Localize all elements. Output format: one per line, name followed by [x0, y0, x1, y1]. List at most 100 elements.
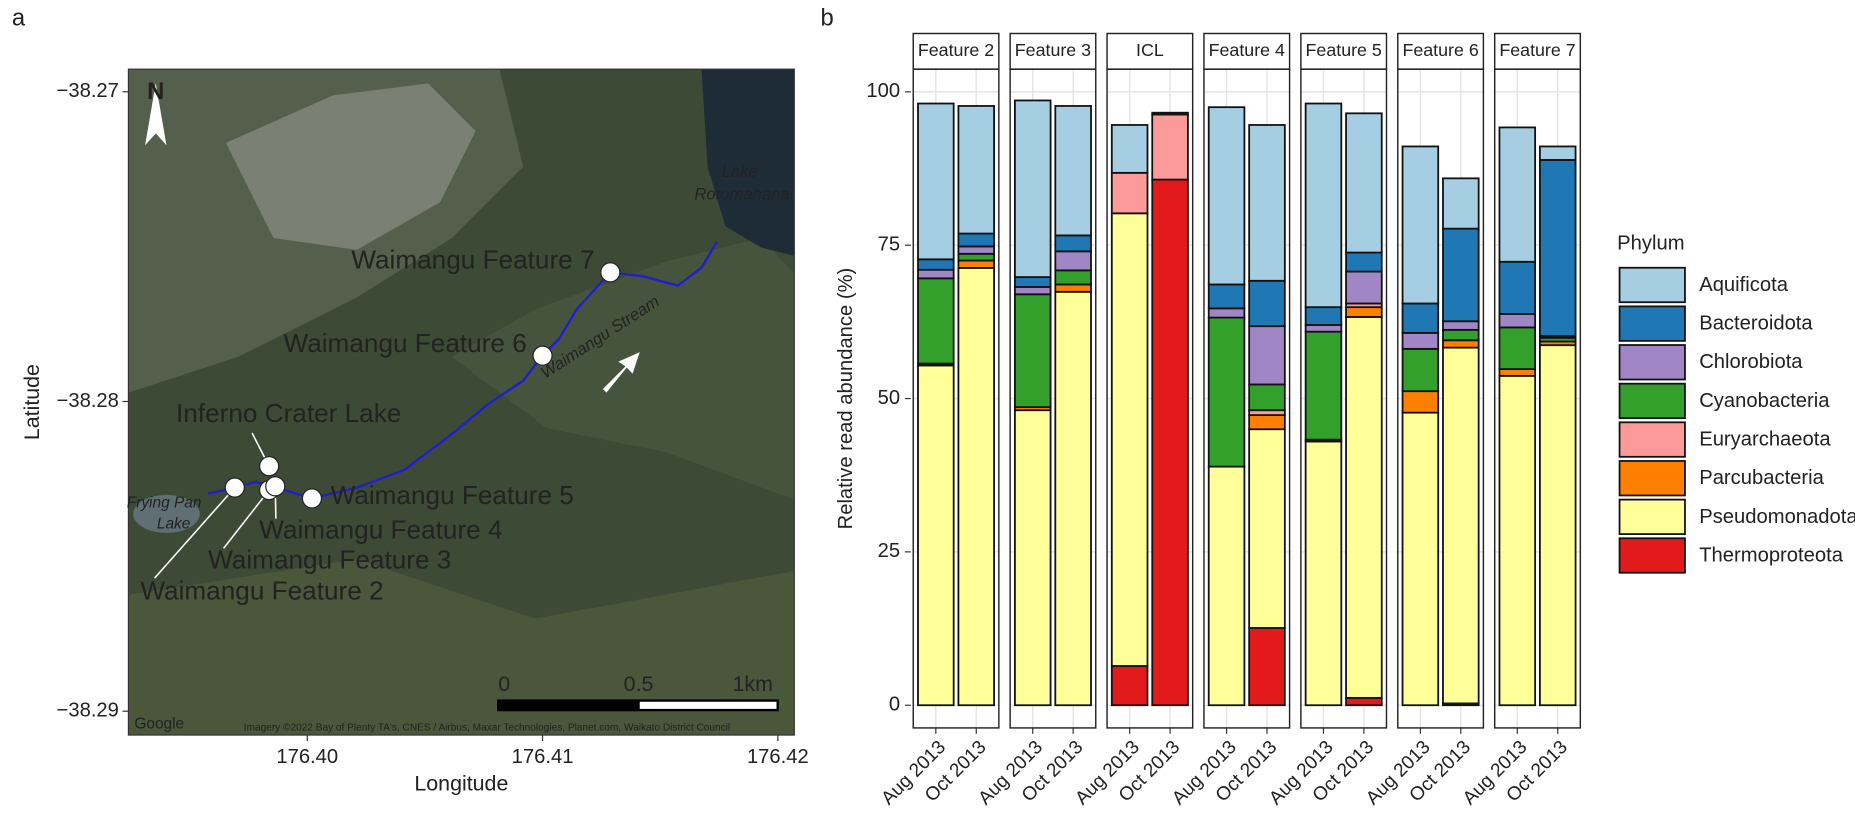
bar-segment — [958, 261, 994, 268]
site-label: Inferno Crater Lake — [176, 398, 401, 428]
bar-segment — [1249, 125, 1285, 281]
credit: Google — [134, 715, 184, 732]
bar-segment — [918, 259, 954, 269]
x-axis-title: Longitude — [414, 772, 508, 796]
bar-segment — [1403, 349, 1439, 391]
bar-segment — [958, 106, 994, 234]
legend-label: Cyanobacteria — [1699, 390, 1830, 412]
bar-segment — [958, 234, 994, 247]
bar-segment — [1055, 106, 1091, 235]
y-tick-label: 0 — [889, 694, 900, 716]
site-marker — [225, 478, 244, 497]
figure: aLongitudeLatitude176.40176.41176.42−38.… — [0, 0, 1855, 828]
facet-title: Feature 2 — [918, 40, 994, 60]
bar-segment — [1540, 345, 1576, 705]
bar-segment — [1249, 326, 1285, 384]
bar-segment — [1443, 178, 1479, 228]
legend-key — [1620, 461, 1685, 495]
bar-segment — [1249, 384, 1285, 410]
bar-segment — [958, 254, 994, 261]
site-label: Waimangu Feature 2 — [140, 575, 383, 605]
legend-key — [1620, 500, 1685, 534]
bar-segment — [1112, 666, 1148, 705]
panel-label: b — [820, 4, 833, 31]
bar-segment — [1249, 429, 1285, 628]
y-axis-title: Latitude — [20, 364, 44, 440]
scale-bar — [640, 702, 777, 709]
bar-segment — [1209, 467, 1245, 706]
bar-segment — [1443, 348, 1479, 704]
bar-segment — [1055, 235, 1091, 251]
bar-segment — [1499, 127, 1535, 261]
y-tick-label: 100 — [866, 80, 900, 102]
bar-segment — [1499, 376, 1535, 705]
bar-segment — [1306, 441, 1342, 705]
bar-segment — [1403, 303, 1439, 332]
legend-key — [1620, 384, 1685, 418]
facet-title: ICL — [1136, 40, 1164, 60]
scale-label: 0 — [498, 672, 510, 696]
site-label: Waimangu Feature 5 — [331, 480, 574, 510]
y-tick-label: −38.29 — [57, 700, 119, 722]
bar-segment — [1346, 253, 1382, 272]
y-tick-label: 25 — [878, 540, 900, 562]
bar-segment — [958, 246, 994, 253]
y-tick-label: −38.27 — [57, 80, 119, 102]
bar-segment — [1499, 327, 1535, 369]
legend-label: Parcubacteria — [1699, 467, 1824, 489]
scale-label: 1km — [732, 672, 772, 696]
bar-segment — [1346, 272, 1382, 304]
y-tick-label: 75 — [878, 234, 900, 256]
legend-label: Aquificota — [1699, 274, 1788, 296]
bar-segment — [1015, 294, 1051, 407]
legend-key — [1620, 345, 1685, 379]
bar-segment — [958, 268, 994, 705]
bar-segment — [1306, 332, 1342, 440]
legend-label: Chlorobiota — [1699, 351, 1803, 373]
bar-segment — [1055, 284, 1091, 291]
panel-label: a — [12, 4, 26, 31]
bar-segment — [1346, 307, 1382, 317]
legend-key — [1620, 422, 1685, 456]
y-tick-label: 50 — [878, 387, 900, 409]
bar-segment — [1152, 113, 1188, 115]
site-marker — [260, 457, 279, 476]
bar-segment — [1112, 125, 1148, 173]
bar-segment — [1112, 213, 1148, 666]
bar-segment — [1443, 229, 1479, 322]
bar-segment — [918, 365, 954, 705]
place-label: Rotomahana — [694, 185, 789, 204]
legend-key — [1620, 268, 1685, 302]
bar-segment — [1112, 173, 1148, 213]
bar-segment — [1209, 107, 1245, 284]
site-label: Waimangu Feature 6 — [283, 328, 526, 358]
site-marker — [601, 263, 620, 282]
bar-segment — [1152, 180, 1188, 706]
bar-segment — [1346, 317, 1382, 698]
bar-segment — [1249, 415, 1285, 429]
bar-segment — [1015, 100, 1051, 277]
bar-segment — [1209, 318, 1245, 467]
bar-segment — [1499, 369, 1535, 376]
facet-title: Feature 5 — [1306, 40, 1382, 60]
bar-segment — [1152, 115, 1188, 180]
bar-segment — [1403, 391, 1439, 412]
bar-segment — [1249, 281, 1285, 326]
bar-segment — [1015, 287, 1051, 294]
bar-segment — [1055, 270, 1091, 284]
bar-segment — [918, 278, 954, 363]
y-axis-title: Relative read abundance (%) — [835, 268, 857, 530]
page: {"chart_data": [ {"type": "map", "panel_… — [0, 0, 1855, 828]
legend-label: Bacteroidota — [1699, 313, 1813, 335]
facet-title: Feature 6 — [1402, 40, 1478, 60]
bar-segment — [1015, 277, 1051, 287]
bar-segment — [1249, 628, 1285, 705]
bar-segment — [1403, 413, 1439, 706]
bar-segment — [918, 270, 954, 279]
bar-segment — [918, 104, 954, 260]
bar-segment — [1346, 113, 1382, 252]
bar-segment — [1306, 325, 1342, 332]
credit: Imagery ©2022 Bay of Plenty TA's, CNES /… — [244, 723, 730, 734]
site-marker — [266, 477, 285, 496]
legend-title: Phylum — [1617, 232, 1684, 254]
